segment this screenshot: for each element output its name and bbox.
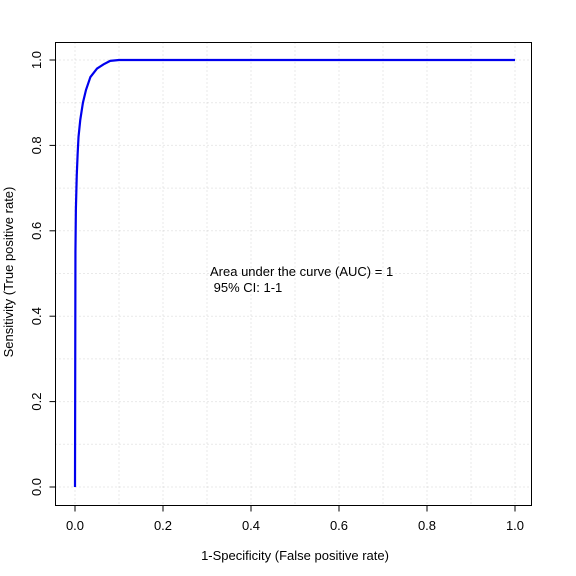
y-axis-title: Sensitivity (True positive rate): [1, 187, 16, 358]
x-axis-title: 1-Specificity (False positive rate): [201, 548, 389, 563]
x-tick-label: 0.8: [418, 518, 436, 533]
y-tick-label: 1.0: [29, 51, 44, 69]
y-tick-label: 0.2: [29, 393, 44, 411]
y-tick-label: 0.8: [29, 136, 44, 154]
x-tick-label: 0.4: [242, 518, 260, 533]
annotation-auc: Area under the curve (AUC) = 1: [210, 264, 393, 279]
annotation-ci: 95% CI: 1-1: [210, 280, 282, 295]
x-tick-label: 0.0: [66, 518, 84, 533]
y-tick-label: 0.0: [29, 478, 44, 496]
x-tick-label: 1.0: [506, 518, 524, 533]
y-tick-label: 0.6: [29, 222, 44, 240]
axes: 0.0 0.2 0.4 0.6 0.8 1.0 0.0 0.2 0.4 0.6 0.8 1.0: [29, 51, 524, 533]
y-tick-label: 0.4: [29, 307, 44, 325]
x-tick-label: 0.6: [330, 518, 348, 533]
x-tick-label: 0.2: [154, 518, 172, 533]
roc-curve-line: [73, 58, 515, 488]
